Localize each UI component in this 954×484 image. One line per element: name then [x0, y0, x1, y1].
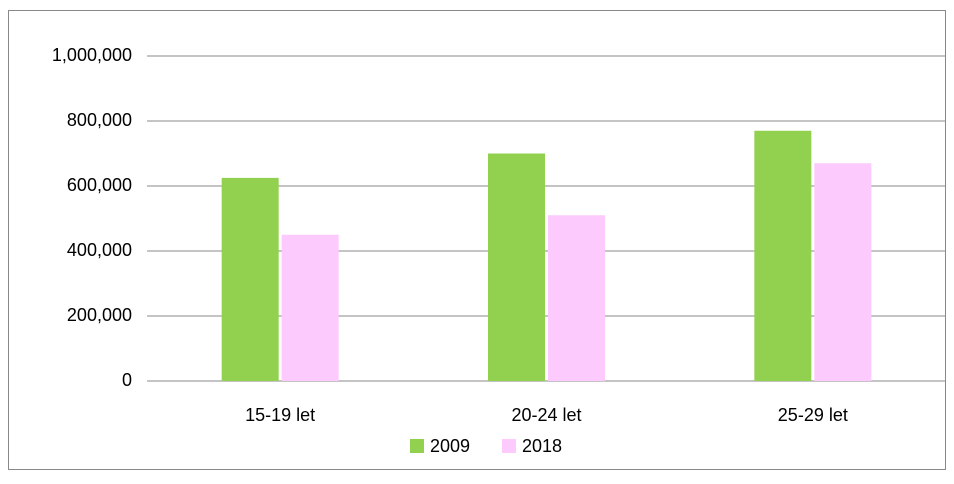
bar: [221, 177, 279, 381]
y-tick-label: 600,000: [67, 175, 132, 195]
x-tick-label: 15-19 let: [245, 405, 315, 425]
legend-label: 2009: [430, 436, 470, 456]
y-tick-label: 800,000: [67, 110, 132, 130]
legend-swatch: [410, 439, 424, 453]
legend-swatch: [502, 439, 516, 453]
bar: [548, 215, 605, 381]
x-tick-label: 20-24 let: [511, 405, 581, 425]
y-tick-label: 0: [122, 370, 132, 390]
x-tick-label: 25-29 let: [778, 405, 848, 425]
bar: [488, 153, 545, 381]
bar: [281, 234, 339, 381]
bar: [754, 130, 812, 381]
legend-label: 2018: [522, 436, 562, 456]
y-tick-label: 400,000: [67, 240, 132, 260]
y-tick-label: 1,000,000: [52, 45, 132, 65]
y-tick-label: 200,000: [67, 305, 132, 325]
bar: [814, 163, 872, 381]
